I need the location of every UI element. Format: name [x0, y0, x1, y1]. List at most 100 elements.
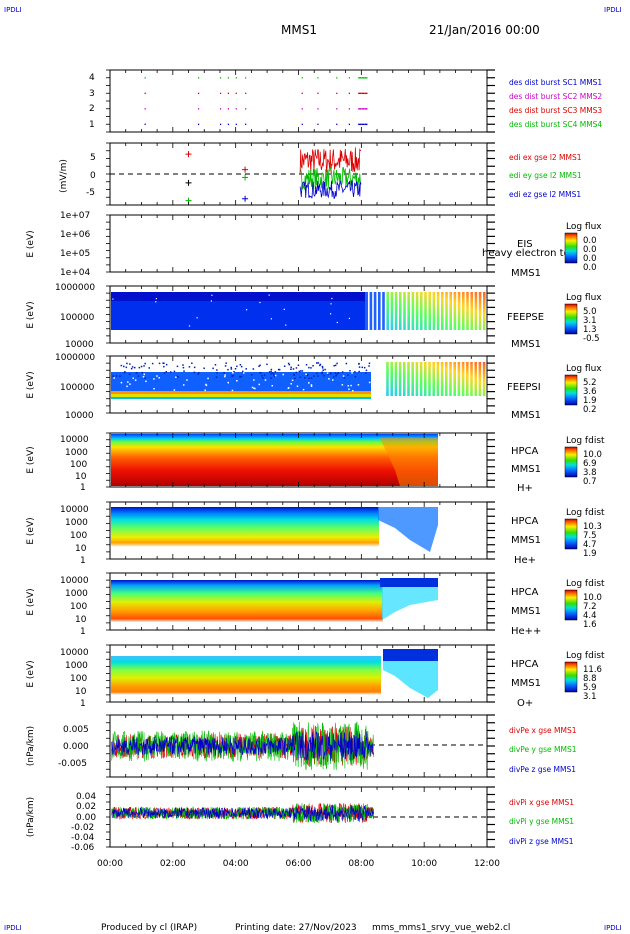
hpca-he2-ytick-100: 100 [70, 602, 87, 612]
feepsi-hole [224, 375, 226, 378]
feepsi-speck [308, 366, 310, 369]
feepsi-label-2: MMS1 [511, 410, 541, 421]
feepse-spectrogram [111, 292, 488, 330]
feepsi-speck [334, 364, 337, 367]
feepsi-speck [317, 362, 320, 364]
feepsi-hole [207, 377, 209, 380]
hpca-he-colorbar-tick-2: 4.7 [583, 540, 597, 550]
feepsi-hole [264, 379, 267, 381]
feepsi-speck [242, 370, 244, 373]
feepsi-band-cyan [111, 397, 371, 399]
hpca-h-colorbar-tick-0: 10.0 [583, 450, 602, 460]
divpe-ytick-neg: -0.005 [58, 759, 87, 769]
hpca-o-ylabel: E (eV) [26, 660, 36, 687]
feepsi-gap [435, 362, 437, 396]
panel-hpca-o: E (eV) 10000 1000 100 10 1 HPCA MMS1 O+ … [26, 644, 605, 709]
feepsi-gap [422, 362, 424, 396]
feepse-gap [431, 292, 433, 330]
hpca-h-colorbar-tick-3: 0.7 [583, 477, 597, 487]
hpca-o-tail [383, 661, 438, 698]
feepsi-speck [126, 362, 128, 365]
feepsi-gap [477, 362, 479, 396]
feepse-gap [464, 292, 467, 330]
figure-title: MMS1 [281, 23, 317, 37]
burst-mark [336, 92, 338, 95]
feepsi-speck [144, 362, 146, 365]
feepsi-speck [287, 362, 290, 365]
feepse-speck [330, 313, 332, 315]
burst-mark [301, 123, 303, 126]
feepsi-speck [319, 363, 322, 366]
eis-colorbar-tick-3: 0.0 [583, 263, 597, 273]
burst-ytick-1: 1 [89, 120, 95, 130]
feepsi-hole [287, 387, 290, 389]
feepsi-hole [186, 379, 188, 381]
feepsi-hole [308, 382, 310, 384]
feepse-gap [447, 292, 450, 330]
feepse-gap [456, 292, 458, 330]
feepsi-speck [165, 363, 168, 366]
eis-colorbar-title: Log flux [566, 222, 602, 232]
hpca-o-label-1: HPCA [511, 659, 539, 670]
feepsi-speck [273, 374, 275, 376]
feepsi-speck [270, 370, 272, 373]
hpca-he-tail [378, 507, 438, 552]
hpca-he2-colorbar-tick-2: 4.4 [583, 611, 597, 621]
hpca-he2-ytick-10000: 10000 [60, 576, 89, 586]
hpca-he2-colorbar-tick-3: 1.6 [583, 620, 597, 630]
hpca-he-ytick-10: 10 [75, 544, 87, 554]
feepsi-speckle [112, 362, 371, 392]
burst-mark [348, 77, 350, 79]
panel-eis-frame [109, 214, 488, 273]
feepsi-hole [204, 389, 206, 391]
feepsi-speck [158, 362, 161, 365]
feepsi-hole [232, 372, 234, 374]
feepsi-speck [131, 366, 134, 368]
hpca-o-ytick-1: 1 [80, 699, 86, 709]
feepsi-speck [327, 373, 329, 375]
feepse-gap [384, 292, 387, 330]
hpca-h-colorbar-tick-2: 3.8 [583, 468, 597, 478]
hpca-h-colorbar-title: Log fdist [566, 436, 605, 446]
feepsi-gap [451, 362, 454, 396]
burst-mark [364, 123, 368, 126]
feepsi-hole [145, 380, 147, 383]
hpca-h-label-3: H+ [517, 483, 533, 494]
feepsi-speck [227, 368, 229, 371]
burst-mark [336, 77, 338, 79]
hpca-h-ytick-1000: 1000 [65, 448, 88, 458]
feepsi-gap [376, 362, 378, 396]
feepsi-gap [447, 362, 450, 396]
panel-burst: 4 3 2 1 des dist burst SC1 MMS1 des dist… [89, 69, 602, 133]
hpca-h-colorbar-tick-1: 6.9 [583, 459, 597, 469]
feepse-gap [485, 292, 488, 330]
feepsi-speck [224, 365, 227, 367]
feepsi-speck [165, 371, 167, 373]
hpca-he-ylabel: E (eV) [26, 517, 36, 544]
feepsi-hole [158, 377, 160, 379]
x-tick-0600: 06:00 [286, 859, 312, 869]
feepse-gap [418, 292, 420, 330]
divpi-ytick-004: 0.04 [76, 792, 96, 802]
hpca-he-ytick-100: 100 [70, 531, 87, 541]
feepsi-speck [240, 365, 243, 368]
hpca-he2-ytick-1: 1 [80, 627, 86, 637]
feepse-gap [452, 292, 454, 330]
feepse-gap [389, 292, 391, 330]
hpca-o-colorbar-tick-1: 8.8 [583, 674, 597, 684]
feepsi-speck [304, 377, 306, 379]
corner-label-top-left: IPDLI [4, 6, 22, 14]
feepse-speck [188, 325, 191, 327]
feepsi-speck [365, 372, 367, 374]
feepsi-gap [472, 362, 475, 396]
panel-divpi: (nPa/km) 0.04 0.02 0.00 -0.02 -0.04 -0.0… [26, 786, 574, 853]
feepsi-hole [253, 379, 255, 381]
feepsi-speck [333, 365, 335, 367]
feepsi-band-yellow [111, 394, 371, 397]
feepsi-speck [270, 377, 272, 379]
burst-mark [364, 92, 368, 95]
feepsi-ytick-1e6: 1000000 [55, 353, 95, 363]
feepse-gap [397, 292, 399, 330]
feepsi-hole [291, 379, 294, 382]
feepsi-speck [120, 364, 123, 367]
